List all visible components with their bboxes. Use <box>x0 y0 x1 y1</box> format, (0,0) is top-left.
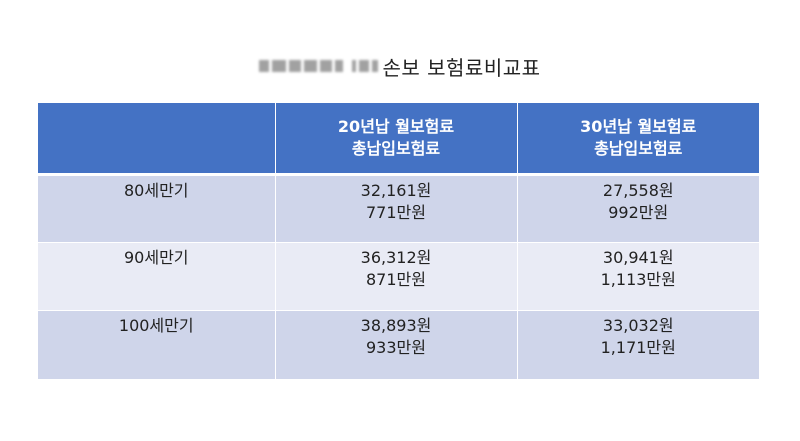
total-premium: 771만원 <box>366 203 426 222</box>
cell-20-year: 38,893원 933만원 <box>274 310 517 379</box>
cell-30-year: 27,558원 992만원 <box>516 174 759 243</box>
total-premium: 1,171만원 <box>600 338 676 357</box>
monthly-premium: 30,941원 <box>602 248 674 267</box>
cell-20-year: 36,312원 871만원 <box>274 242 517 311</box>
row-label: 100세만기 <box>38 310 275 379</box>
monthly-premium: 38,893원 <box>360 316 432 335</box>
header-20-total: 총납입보험료 <box>351 139 441 158</box>
cell-20-year: 32,161원 771만원 <box>274 174 517 243</box>
header-30-year: 30년납 월보험료 총납입보험료 <box>516 103 759 176</box>
table-row: 100세만기 38,893원 933만원 33,032원 1,171만원 <box>38 310 759 379</box>
row-label: 90세만기 <box>38 242 275 311</box>
total-premium: 992만원 <box>608 203 669 222</box>
row-label: 80세만기 <box>38 174 275 243</box>
monthly-premium: 32,161원 <box>360 181 432 200</box>
header-empty-cell <box>38 103 275 176</box>
monthly-premium: 27,558원 <box>602 181 674 200</box>
monthly-premium: 33,032원 <box>602 316 674 335</box>
header-20-year: 20년납 월보험료 총납입보험료 <box>274 103 517 176</box>
header-20-monthly: 20년납 월보험료 <box>337 117 455 136</box>
premium-comparison-table: 20년납 월보험료 총납입보험료 30년납 월보험료 총납입보험료 80세만기 … <box>38 103 759 379</box>
page-title: 손보 보험료비교표 <box>0 50 800 82</box>
table-row: 80세만기 32,161원 771만원 27,558원 992만원 <box>38 174 759 243</box>
header-30-total: 총납입보험료 <box>594 139 683 158</box>
cell-30-year: 33,032원 1,171만원 <box>516 310 759 379</box>
total-premium: 933만원 <box>366 338 426 357</box>
cell-30-year: 30,941원 1,113만원 <box>516 242 759 311</box>
table-row: 90세만기 36,312원 871만원 30,941원 1,113만원 <box>38 242 759 311</box>
header-30-monthly: 30년납 월보험료 <box>580 117 697 136</box>
total-premium: 1,113만원 <box>600 270 676 289</box>
redacted-company-name <box>259 60 379 72</box>
total-premium: 871만원 <box>366 270 426 289</box>
page-title-text: 손보 보험료비교표 <box>382 55 541 80</box>
monthly-premium: 36,312원 <box>360 248 432 267</box>
table-header-row: 20년납 월보험료 총납입보험료 30년납 월보험료 총납입보험료 <box>38 103 759 176</box>
